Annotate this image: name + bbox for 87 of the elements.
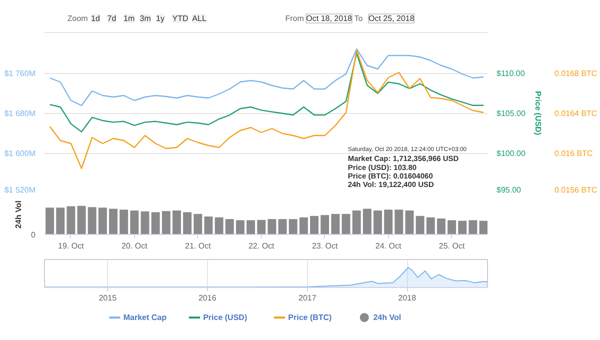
legend-label: Market Cap: [123, 313, 167, 322]
legend-label: 24h Vol: [373, 313, 402, 322]
bar: [331, 214, 340, 234]
bar: [405, 210, 414, 234]
y-tick-label: $1 680M: [4, 109, 36, 118]
y2-tick-label: $95.00: [496, 186, 522, 194]
bar: [236, 220, 244, 234]
text: 1y: [156, 14, 164, 23]
bar: [374, 210, 382, 234]
legend-label: Price (USD): [203, 313, 248, 322]
y-tick-label: $1 520M: [4, 186, 36, 194]
bar: [225, 219, 234, 234]
y2-tick-label: $110.00: [496, 68, 526, 78]
text: Zoom: [67, 14, 88, 23]
bar: [394, 210, 404, 234]
bar: [130, 210, 139, 234]
bar: [268, 219, 276, 234]
bar: [458, 220, 467, 234]
text: 1m: [124, 14, 135, 23]
bar: [204, 216, 213, 234]
bar: [214, 217, 224, 234]
x-tick-label: 21. Oct: [185, 242, 212, 250]
x-tick-label: 24. Oct: [375, 242, 402, 250]
x-tick-label: 23. Oct: [312, 242, 339, 250]
bar: [278, 219, 287, 234]
bar: [436, 218, 446, 234]
bar: [352, 210, 361, 234]
y2-axis-title: Price (USD): [533, 90, 542, 136]
text: 1d: [91, 14, 100, 23]
bar: [140, 211, 150, 234]
text: Oct 18, 2018: [306, 14, 353, 23]
text: To: [354, 14, 364, 23]
bar: [288, 219, 298, 234]
bar: [448, 220, 456, 234]
bar: [194, 214, 202, 234]
bar: [66, 206, 76, 234]
y-tick-label: $1 600M: [4, 149, 36, 158]
bar: [98, 208, 107, 234]
bar: [416, 216, 424, 234]
bar: [468, 220, 478, 234]
bar: [299, 217, 308, 234]
y3-tick-label: 0.016 BTC: [554, 149, 593, 158]
bar: [162, 211, 170, 234]
text: ALL: [192, 14, 207, 23]
bar: [384, 210, 393, 234]
bar: [46, 208, 54, 234]
y3-tick-label: 0.0164 BTC: [554, 109, 598, 118]
bar: [479, 220, 488, 234]
text: Oct 25, 2018: [368, 14, 415, 23]
line-series: [49, 52, 484, 132]
bar: [246, 220, 256, 234]
x-tick-label: 2018: [398, 294, 417, 302]
bar: [362, 208, 372, 234]
bar: [257, 220, 266, 234]
text: 0: [31, 230, 36, 240]
x-tick-label: 20. Oct: [122, 242, 148, 250]
text: From: [285, 14, 304, 23]
x-tick-label: 2017: [298, 294, 317, 302]
bar: [88, 207, 96, 234]
text: YTD: [172, 14, 188, 23]
x-tick-label: 2016: [198, 294, 217, 302]
x-tick-label: 25. Oct: [438, 242, 466, 250]
y3-tick-label: 0.0168 BTC: [554, 69, 598, 78]
y3-tick-label: 0.0156 BTC: [554, 186, 598, 194]
bar: [56, 208, 65, 234]
bar: [183, 212, 192, 234]
bar: [109, 208, 118, 234]
line-series: [49, 48, 484, 106]
bar: [342, 214, 350, 234]
y2-tick-label: $105.00: [496, 108, 526, 118]
line-series: [49, 50, 484, 170]
y-tick-label: $1 760M: [4, 69, 36, 78]
text: 3m: [140, 14, 152, 23]
bar: [77, 206, 86, 234]
y-axis-title: 24h Vol: [14, 200, 24, 228]
bar: [151, 212, 160, 234]
bar: [172, 210, 181, 234]
legend-label: Price (BTC): [288, 313, 332, 322]
x-tick-label: 22. Oct: [248, 242, 276, 250]
x-tick-label: 19. Oct: [58, 242, 85, 250]
text: 7d: [107, 14, 116, 23]
x-tick-label: 2015: [98, 294, 118, 302]
y2-tick-label: $100.00: [496, 148, 526, 158]
bar: [320, 215, 330, 234]
bar: [120, 210, 128, 234]
bar: [310, 216, 318, 234]
bar: [426, 217, 435, 234]
